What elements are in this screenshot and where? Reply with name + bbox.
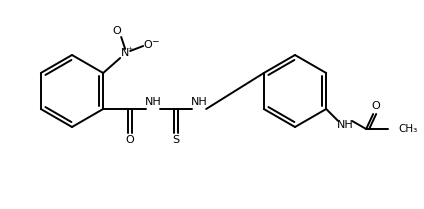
- Text: NH: NH: [337, 120, 354, 130]
- Text: CH₃: CH₃: [398, 124, 417, 134]
- Text: +: +: [128, 46, 133, 51]
- Text: O: O: [372, 101, 381, 111]
- Text: NH: NH: [191, 97, 208, 107]
- Text: NH: NH: [145, 97, 162, 107]
- Text: S: S: [172, 135, 179, 145]
- Text: −: −: [151, 37, 159, 46]
- Text: N: N: [121, 48, 129, 58]
- Text: O: O: [113, 26, 122, 36]
- Text: O: O: [144, 40, 153, 50]
- Text: O: O: [126, 135, 134, 145]
